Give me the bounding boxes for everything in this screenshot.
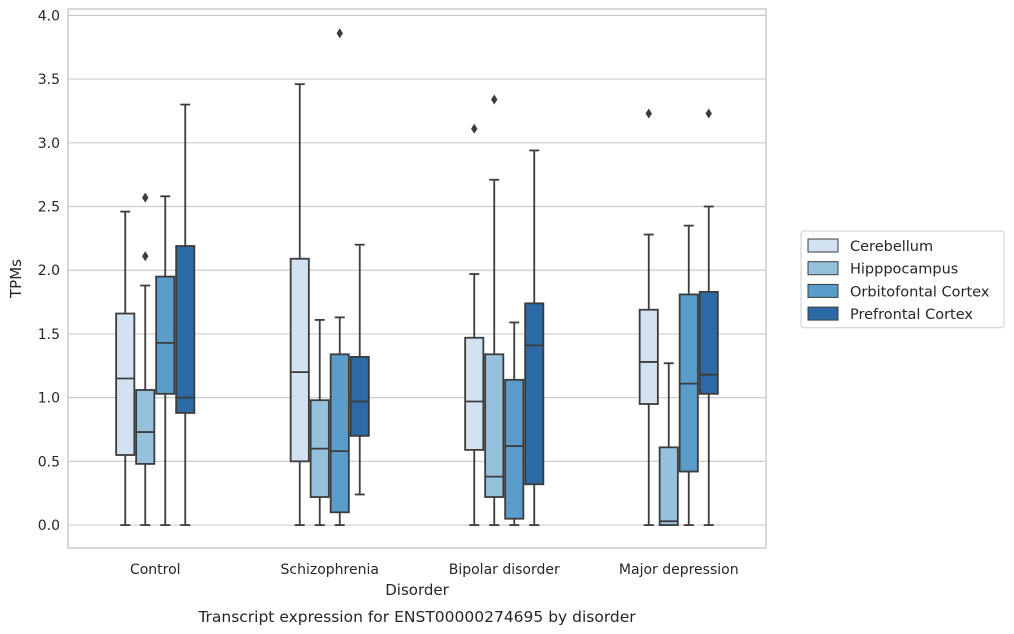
outlier-point <box>705 108 712 119</box>
box-0-0 <box>115 210 136 526</box>
box-body <box>524 302 545 486</box>
legend-swatch <box>807 306 839 321</box>
box-body <box>484 353 505 498</box>
box-3-1 <box>658 362 679 526</box>
legend-swatch <box>807 261 839 276</box>
x-axis-title: Disorder <box>385 581 449 599</box>
box-3-0 <box>638 108 659 526</box>
box-3-3 <box>698 108 719 526</box>
y-tick-label: 1.0 <box>38 391 60 407</box>
box-body <box>289 257 310 463</box>
outlier-point <box>645 108 652 119</box>
legend-label: Orbitofontal Cortex <box>850 284 990 300</box>
box-1-3 <box>349 243 370 496</box>
outlier-point <box>491 94 498 105</box>
y-axis-title: TPMs <box>7 259 25 299</box>
y-tick-label: 3.5 <box>38 72 60 88</box>
box-body <box>155 275 176 395</box>
x-tick-label: Bipolar disorder <box>449 562 560 578</box>
box-2-3 <box>524 149 545 526</box>
x-tick-label: Control <box>130 562 181 578</box>
x-tick-label: Schizophrenia <box>281 562 379 578</box>
x-tick-label: Major depression <box>619 562 739 578</box>
box-3-2 <box>678 224 699 526</box>
outlier-point <box>142 251 149 262</box>
box-0-1 <box>135 192 156 526</box>
box-0-2 <box>155 195 176 526</box>
box-body <box>349 355 370 437</box>
x-axis-ticks: Control Schizophrenia Bipolar disorder Majo… <box>130 562 739 578</box>
box-body <box>464 336 485 451</box>
box-body <box>504 378 525 520</box>
box-body <box>329 353 350 514</box>
box-2-2 <box>504 321 525 526</box>
outlier-point <box>471 123 478 134</box>
box-body <box>175 245 196 414</box>
y-tick-label: 3.0 <box>38 136 60 152</box>
y-tick-label: 1.5 <box>38 327 60 343</box>
box-body <box>658 446 679 526</box>
y-axis-ticks: 0.0 0.5 1.0 1.5 2.0 2.5 3.0 3.5 4.0 <box>38 8 60 534</box>
outlier-point <box>142 192 149 203</box>
box-body <box>698 290 719 395</box>
y-tick-label: 0.0 <box>38 518 60 534</box>
y-tick-label: 2.5 <box>38 200 60 216</box>
legend-label: Cerebellum <box>850 239 933 255</box>
outlier-point <box>336 28 343 39</box>
box-1-1 <box>309 319 330 526</box>
box-body <box>638 308 659 405</box>
legend-swatch <box>807 283 839 298</box>
boxes <box>115 28 719 526</box>
legend-label: Hipppocampus <box>850 262 958 278</box>
y-tick-label: 4.0 <box>38 8 60 24</box>
box-2-0 <box>464 123 485 526</box>
y-tick-label: 0.5 <box>38 454 60 470</box>
box-1-2 <box>329 28 350 526</box>
plot-frame <box>67 8 767 549</box>
figure-caption: Transcript expression for ENST0000027469… <box>197 608 636 626</box>
box-1-0 <box>289 83 310 526</box>
box-body <box>115 312 136 456</box>
y-tick-label: 2.0 <box>38 263 60 279</box>
legend-label: Prefrontal Cortex <box>850 307 973 323</box>
box-2-1 <box>484 94 505 526</box>
box-0-3 <box>175 103 196 526</box>
box-body <box>135 389 156 465</box>
legend-frame <box>800 230 1005 329</box>
legend: Cerebellum Hipppocampus Orbitofontal Corte… <box>800 230 1005 329</box>
legend-swatch <box>807 238 839 253</box>
